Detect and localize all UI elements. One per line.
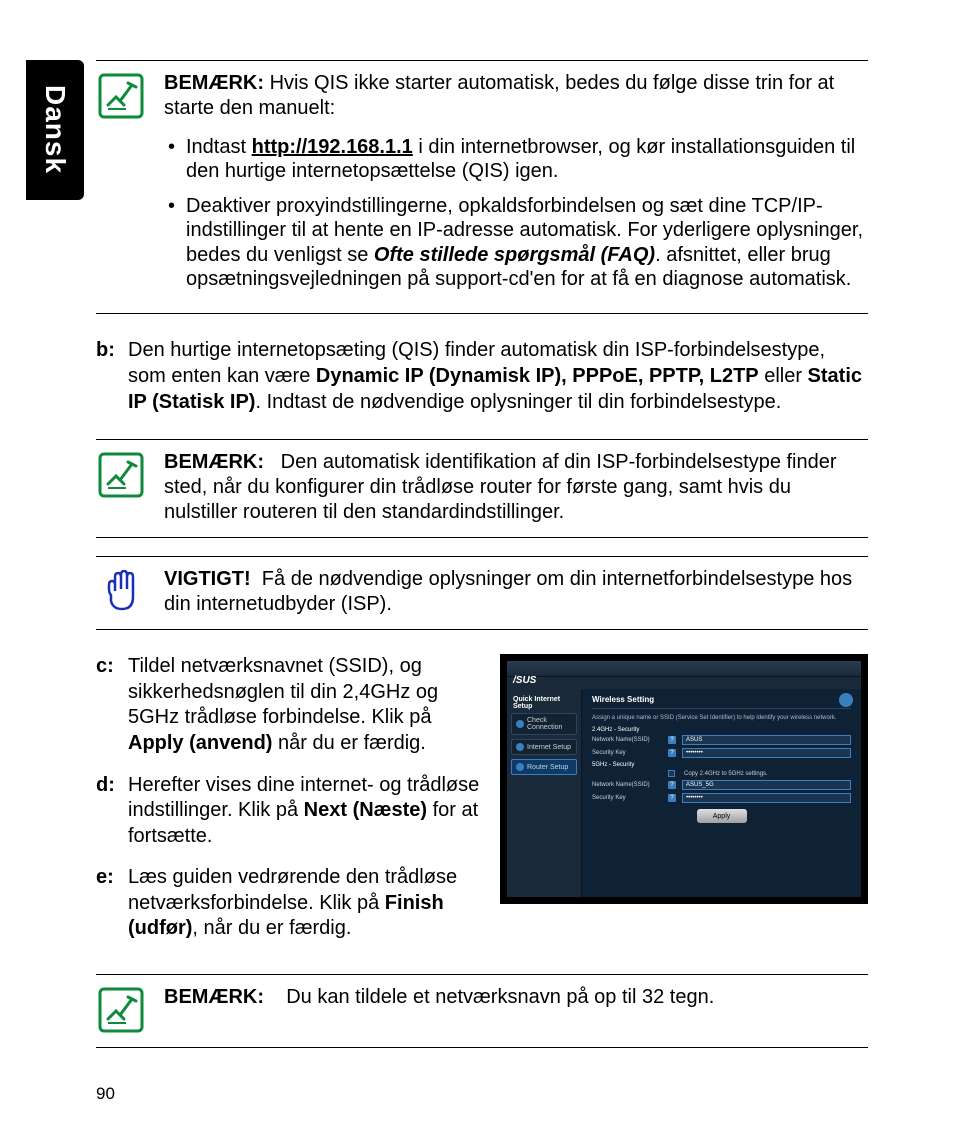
note-block-2: BEMÆRK: Den automatisk identifikation af… (96, 439, 868, 538)
section-24ghz: 2.4GHz - Security (592, 727, 851, 733)
important-lead: VIGTIGT! (164, 568, 251, 590)
ssid-24-input[interactable]: ASUS (682, 735, 851, 745)
note-bullets: Indtast http://192.168.1.1 i din interne… (164, 135, 868, 291)
panel-desc: Assign a unique name or SSID (Service Se… (592, 715, 851, 721)
bullet-1: Indtast http://192.168.1.1 i din interne… (164, 135, 868, 184)
note-body-1: BEMÆRK: Hvis QIS ikke starter automatisk… (164, 71, 868, 301)
row-key-24: Security Key ? •••••••• (592, 748, 851, 758)
note-lead: BEMÆRK: (164, 72, 264, 94)
apply-button[interactable]: Apply (697, 809, 747, 823)
router-main-panel: Wireless Setting Assign a unique name or… (581, 689, 861, 897)
note-icon (96, 71, 146, 121)
help-icon[interactable]: ? (668, 736, 676, 744)
ssid-5-input[interactable]: ASUS_5G (682, 780, 851, 790)
step-b: b: Den hurtige internetopsæting (QIS) fi… (96, 338, 868, 415)
note-text: Hvis QIS ikke starter automatisk, bedes … (164, 72, 834, 119)
router-ui-inner: /SUS Quick Internet Setup Check Connecti… (507, 661, 861, 897)
section-5ghz: 5GHz - Security (592, 762, 851, 768)
note-text: Du kan tildele et netværksnavn på op til… (286, 986, 714, 1008)
page-content: BEMÆRK: Hvis QIS ikke starter automatisk… (96, 60, 868, 1066)
hand-icon (96, 567, 146, 617)
panel-title: Wireless Setting (592, 695, 851, 709)
router-screenshot: /SUS Quick Internet Setup Check Connecti… (500, 654, 868, 904)
help-icon[interactable]: ? (668, 794, 676, 802)
note-body-2: BEMÆRK: Den automatisk identifikation af… (164, 450, 868, 525)
step-b-marker: b: (96, 338, 118, 415)
note-lead: BEMÆRK: (164, 986, 264, 1008)
row-ssid-5: Network Name(SSID) ? ASUS_5G (592, 780, 851, 790)
router-sidebar: Quick Internet Setup Check Connection In… (507, 689, 581, 897)
note-lead: BEMÆRK: (164, 451, 264, 473)
sidebar-item-check[interactable]: Check Connection (511, 713, 577, 735)
page-number: 90 (96, 1084, 115, 1104)
important-block: VIGTIGT! Få de nødvendige oplysninger om… (96, 556, 868, 630)
step-d: d: Herefter vises dine internet- og tråd… (96, 773, 482, 850)
important-body: VIGTIGT! Få de nødvendige oplysninger om… (164, 567, 868, 617)
note-text: Den automatisk identifikation af din ISP… (164, 451, 837, 523)
copy-checkbox[interactable] (668, 770, 675, 777)
note-icon (96, 985, 146, 1035)
step-dot-icon (516, 743, 524, 751)
router-body: Quick Internet Setup Check Connection In… (507, 689, 861, 897)
step-b-text: Den hurtige internetopsæting (QIS) finde… (128, 338, 868, 415)
router-ui-frame: /SUS Quick Internet Setup Check Connecti… (500, 654, 868, 904)
sidebar-item-router[interactable]: Router Setup (511, 759, 577, 775)
steps-cde-row: c: Tildel netværksnavnet (SSID), og sikk… (96, 654, 868, 958)
row-key-5: Security Key ? •••••••• (592, 793, 851, 803)
help-icon[interactable]: ? (668, 781, 676, 789)
step-dot-icon (516, 763, 524, 771)
note-icon (96, 450, 146, 500)
step-dot-icon (516, 720, 524, 728)
router-logo: /SUS (513, 675, 536, 686)
language-tab-label: Dansk (39, 85, 71, 174)
note-body-3: BEMÆRK: Du kan tildele et netværksnavn p… (164, 985, 868, 1010)
sidebar-item-internet[interactable]: Internet Setup (511, 739, 577, 755)
key-24-input[interactable]: •••••••• (682, 748, 851, 758)
step-e: e: Læs guiden vedrørende den trådløse ne… (96, 865, 482, 942)
bullet-2: Deaktiver proxyindstillingerne, opkaldsf… (164, 194, 868, 292)
language-tab: Dansk (26, 60, 84, 200)
row-copy: Copy 2.4GHz to 5GHz settings. (592, 770, 851, 777)
router-topbar (507, 661, 861, 677)
important-text: Få de nødvendige oplysninger om din inte… (164, 568, 852, 615)
key-5-input[interactable]: •••••••• (682, 793, 851, 803)
note-block-1: BEMÆRK: Hvis QIS ikke starter automatisk… (96, 60, 868, 314)
step-c: c: Tildel netværksnavnet (SSID), og sikk… (96, 654, 482, 756)
steps-cde-text: c: Tildel netværksnavnet (SSID), og sikk… (96, 654, 482, 958)
row-ssid-24: Network Name(SSID) ? ASUS (592, 735, 851, 745)
help-icon[interactable]: ? (668, 749, 676, 757)
note-block-3: BEMÆRK: Du kan tildele et netværksnavn p… (96, 974, 868, 1048)
sidebar-header: Quick Internet Setup (511, 693, 577, 713)
